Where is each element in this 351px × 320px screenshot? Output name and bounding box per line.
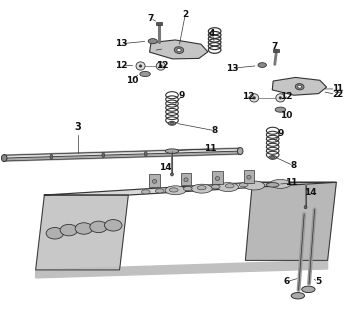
Ellipse shape bbox=[165, 149, 179, 153]
Ellipse shape bbox=[216, 177, 220, 180]
Ellipse shape bbox=[302, 286, 315, 292]
Ellipse shape bbox=[105, 220, 122, 231]
Text: 7: 7 bbox=[271, 42, 277, 51]
Ellipse shape bbox=[218, 183, 238, 192]
Text: 8: 8 bbox=[291, 161, 297, 170]
Text: 9: 9 bbox=[278, 129, 284, 138]
Ellipse shape bbox=[275, 107, 286, 112]
Text: 12: 12 bbox=[115, 60, 127, 69]
Circle shape bbox=[136, 62, 145, 70]
Text: 9: 9 bbox=[179, 91, 185, 100]
Ellipse shape bbox=[152, 180, 157, 183]
Ellipse shape bbox=[295, 84, 304, 90]
Text: 14: 14 bbox=[159, 164, 172, 172]
Text: 1: 1 bbox=[336, 84, 343, 93]
Circle shape bbox=[156, 62, 165, 70]
Text: 12: 12 bbox=[280, 92, 293, 101]
Ellipse shape bbox=[174, 47, 184, 53]
Text: 8: 8 bbox=[212, 126, 218, 135]
Text: 1: 1 bbox=[332, 84, 339, 93]
Ellipse shape bbox=[170, 188, 178, 192]
Ellipse shape bbox=[269, 156, 277, 159]
Ellipse shape bbox=[60, 224, 78, 236]
Bar bbox=[273, 49, 279, 52]
Text: 11: 11 bbox=[204, 144, 217, 153]
Ellipse shape bbox=[177, 49, 181, 52]
Bar bbox=[149, 174, 160, 187]
Circle shape bbox=[279, 97, 282, 99]
Bar bbox=[156, 22, 162, 25]
Ellipse shape bbox=[183, 187, 192, 191]
Ellipse shape bbox=[155, 189, 164, 193]
Ellipse shape bbox=[247, 175, 251, 179]
Ellipse shape bbox=[168, 122, 176, 125]
Ellipse shape bbox=[140, 71, 150, 76]
Text: 13: 13 bbox=[115, 39, 127, 48]
Polygon shape bbox=[272, 77, 326, 95]
Ellipse shape bbox=[102, 153, 105, 157]
Polygon shape bbox=[44, 182, 336, 195]
Ellipse shape bbox=[170, 122, 174, 124]
Text: 2: 2 bbox=[336, 90, 343, 99]
Ellipse shape bbox=[144, 151, 147, 156]
Ellipse shape bbox=[304, 205, 307, 209]
Text: 5: 5 bbox=[315, 277, 321, 286]
Ellipse shape bbox=[171, 173, 173, 176]
Text: 12: 12 bbox=[156, 60, 168, 69]
Bar bbox=[181, 173, 191, 186]
Bar bbox=[244, 170, 254, 183]
Text: 10: 10 bbox=[280, 111, 293, 120]
Ellipse shape bbox=[258, 63, 266, 68]
Text: 6: 6 bbox=[284, 277, 290, 286]
Ellipse shape bbox=[270, 180, 291, 188]
Circle shape bbox=[276, 94, 285, 102]
Circle shape bbox=[139, 65, 142, 67]
Text: 11: 11 bbox=[285, 179, 298, 188]
Circle shape bbox=[159, 65, 162, 67]
Ellipse shape bbox=[244, 181, 265, 190]
Ellipse shape bbox=[90, 221, 107, 233]
Ellipse shape bbox=[75, 223, 93, 234]
Text: 10: 10 bbox=[126, 76, 138, 85]
Ellipse shape bbox=[50, 154, 53, 159]
Polygon shape bbox=[36, 260, 327, 278]
Bar bbox=[212, 172, 223, 184]
Ellipse shape bbox=[148, 39, 157, 44]
Ellipse shape bbox=[141, 190, 150, 194]
Ellipse shape bbox=[225, 184, 234, 188]
Polygon shape bbox=[36, 195, 128, 270]
Ellipse shape bbox=[197, 186, 206, 190]
Ellipse shape bbox=[211, 185, 220, 189]
Ellipse shape bbox=[165, 186, 186, 195]
Ellipse shape bbox=[239, 183, 248, 187]
Ellipse shape bbox=[46, 228, 64, 239]
Ellipse shape bbox=[298, 85, 302, 88]
Polygon shape bbox=[150, 40, 208, 59]
Ellipse shape bbox=[184, 178, 188, 182]
Ellipse shape bbox=[266, 183, 279, 187]
Text: 12: 12 bbox=[242, 92, 254, 101]
Text: 3: 3 bbox=[74, 122, 81, 132]
Ellipse shape bbox=[191, 184, 212, 193]
Text: 7: 7 bbox=[147, 14, 153, 23]
Text: 13: 13 bbox=[226, 64, 238, 73]
Circle shape bbox=[250, 94, 259, 102]
Circle shape bbox=[253, 97, 256, 99]
Polygon shape bbox=[245, 182, 336, 260]
Ellipse shape bbox=[1, 155, 7, 162]
Ellipse shape bbox=[237, 148, 243, 155]
Ellipse shape bbox=[271, 156, 275, 159]
Ellipse shape bbox=[291, 292, 305, 299]
Text: 2: 2 bbox=[182, 10, 188, 19]
Text: 2: 2 bbox=[332, 90, 339, 99]
Text: 4: 4 bbox=[209, 29, 216, 38]
Text: 14: 14 bbox=[304, 188, 316, 197]
